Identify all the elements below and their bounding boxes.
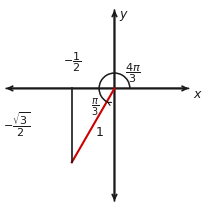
Text: $y$: $y$	[118, 9, 128, 23]
Text: $-\dfrac{1}{2}$: $-\dfrac{1}{2}$	[62, 50, 81, 74]
Text: $x$: $x$	[192, 88, 202, 101]
Text: $-\dfrac{\sqrt{3}}{2}$: $-\dfrac{\sqrt{3}}{2}$	[3, 111, 30, 139]
Text: $1$: $1$	[94, 126, 103, 139]
Text: $\dfrac{\pi}{3}$: $\dfrac{\pi}{3}$	[90, 97, 99, 118]
Text: $\dfrac{4\pi}{3}$: $\dfrac{4\pi}{3}$	[124, 61, 140, 85]
